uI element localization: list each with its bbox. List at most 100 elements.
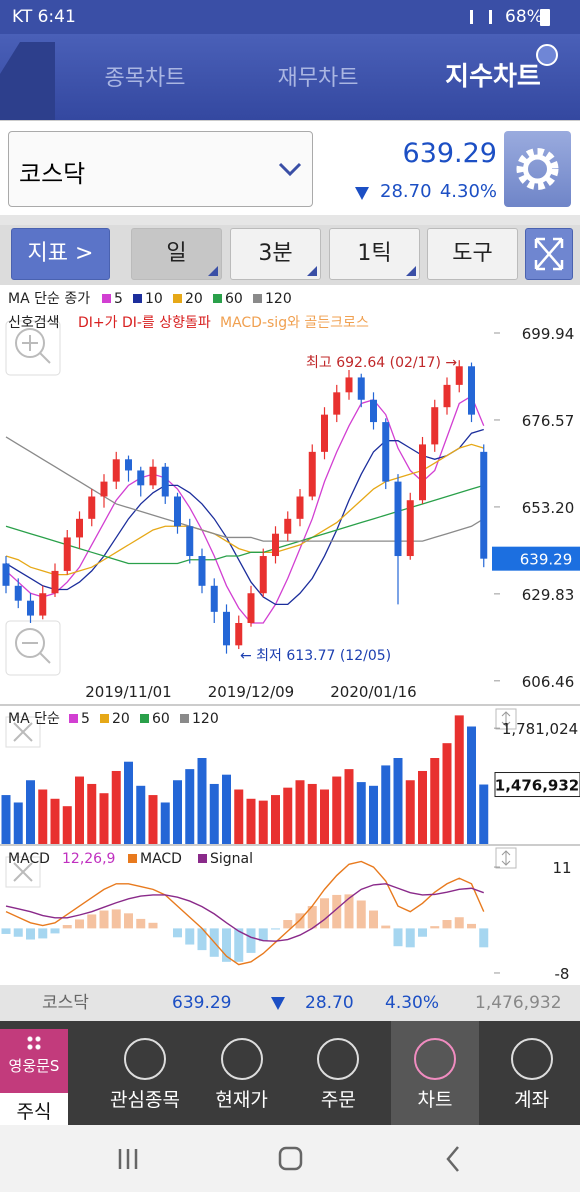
- candle-body: [345, 377, 353, 393]
- nav-icon: [123, 1038, 166, 1080]
- summary-change: 28.70: [305, 993, 354, 1013]
- nav-item[interactable]: 주식: [0, 1093, 68, 1125]
- resize-handle[interactable]: [495, 708, 517, 730]
- volume-bar: [26, 780, 35, 844]
- volume-bar: [148, 795, 158, 844]
- candle-body: [370, 399, 377, 423]
- volume-bar: [442, 743, 452, 844]
- volume-bar: [295, 780, 305, 844]
- candle-body: [51, 570, 59, 594]
- legend-swatch: [213, 294, 222, 303]
- gear-icon: [516, 148, 559, 190]
- back-shape: [0, 42, 55, 120]
- ma-line: [5, 395, 485, 624]
- chart-area: 699.94 676.57 653.20 629.83 606.46 2019/11/01…: [0, 285, 580, 985]
- histogram-bar: [87, 914, 97, 929]
- candle-body: [321, 414, 328, 452]
- candle-body: [455, 366, 463, 385]
- candle-body: [39, 593, 47, 616]
- nav-item[interactable]: 계좌: [487, 1021, 576, 1125]
- nav-item[interactable]: 관심종목: [101, 1021, 190, 1125]
- spacer: [0, 215, 580, 225]
- histogram-bar: [479, 928, 489, 948]
- histogram-bar: [13, 928, 23, 937]
- close-panel[interactable]: [5, 716, 41, 748]
- candle-body: [161, 466, 169, 497]
- ma-line: [5, 443, 484, 576]
- chevron: [278, 162, 302, 177]
- resize-handle[interactable]: [495, 847, 517, 869]
- candle-body: [247, 593, 255, 624]
- nav-label: 주문: [320, 1089, 356, 1111]
- candle-body: [88, 496, 96, 519]
- summary-price: 639.29: [172, 993, 232, 1013]
- volume-bar: [307, 783, 317, 844]
- x-tick-label: 2019/12/09: [208, 683, 294, 701]
- tab[interactable]: 지수차트: [445, 62, 541, 92]
- histogram-bar: [430, 926, 440, 929]
- histogram-bar: [344, 894, 354, 929]
- nav-label: 관심종목: [110, 1089, 180, 1111]
- period-button[interactable]: 1틱: [329, 228, 420, 280]
- histogram-bar: [111, 909, 121, 929]
- volume-bar: [258, 800, 268, 844]
- legend-swatch: [253, 294, 262, 303]
- volume-bar: [393, 758, 403, 844]
- volume-bar: [418, 770, 427, 844]
- bottom-nav: 영웅문S 주식 관심종목 현재가 주문 차트 계좌: [0, 1021, 580, 1125]
- legend-label: MACD: [140, 851, 182, 867]
- summary-volume: 1,476,932: [475, 993, 562, 1013]
- status-bar: KT 6:41 68%: [0, 0, 580, 34]
- legend-label: 20: [112, 711, 130, 727]
- battery-icon: [540, 9, 550, 26]
- system-nav: [0, 1125, 580, 1192]
- histogram-bar: [369, 910, 378, 929]
- logo[interactable]: 영웅문S: [0, 1029, 68, 1093]
- period-button[interactable]: 일: [131, 228, 222, 280]
- volume-bar: [356, 782, 366, 844]
- legend-swatch: [198, 854, 207, 863]
- candle-body: [198, 556, 206, 586]
- zoom-in[interactable]: [5, 320, 61, 376]
- nav-item[interactable]: 주문: [294, 1021, 383, 1125]
- zoom-out[interactable]: [5, 620, 61, 676]
- candle-body: [27, 600, 34, 616]
- legend-label: Signal: [210, 851, 253, 867]
- volume-bar: [136, 785, 146, 844]
- settings-button[interactable]: [504, 131, 571, 207]
- histogram-bar: [185, 928, 195, 945]
- period-button[interactable]: 3분: [230, 228, 321, 280]
- summary-bar: 코스닥 639.29 28.70 4.30% 1,476,932: [0, 985, 580, 1021]
- volume-bar: [320, 789, 329, 844]
- expand-button[interactable]: [525, 228, 573, 280]
- close-panel[interactable]: [5, 856, 41, 888]
- volume-bar: [50, 798, 60, 844]
- legend-params: 12,26,9: [62, 851, 115, 867]
- x-tick-label: 2019/11/01: [85, 683, 171, 701]
- candle-body: [210, 585, 218, 612]
- nav-item[interactable]: 차트: [390, 1021, 480, 1125]
- down-arrow: [355, 187, 369, 200]
- indicator-button[interactable]: 지표 >: [11, 228, 110, 280]
- volume-bar: [111, 770, 121, 844]
- y-tick-label: 653.20: [522, 499, 575, 517]
- volume-bar: [271, 795, 280, 844]
- index-dropdown[interactable]: 코스닥: [8, 131, 313, 207]
- volume-bar: [185, 769, 195, 844]
- histogram-bar: [234, 928, 244, 962]
- nav-item[interactable]: 현재가: [197, 1021, 286, 1125]
- tool-button[interactable]: 도구: [427, 228, 518, 280]
- tab[interactable]: 종목차트: [104, 66, 186, 91]
- candle-body: [284, 518, 292, 534]
- volume-bar: [430, 758, 440, 844]
- battery: 68%: [505, 7, 543, 27]
- legend-title: MA 단순: [8, 711, 60, 727]
- candle-body: [174, 496, 181, 527]
- index-change-pct: 4.30%: [439, 181, 497, 202]
- legend-label: 5: [81, 711, 90, 727]
- index-price: 639.29: [402, 138, 497, 169]
- tab[interactable]: 재무차트: [277, 66, 359, 91]
- candle-body: [308, 451, 316, 497]
- y-tick-label: -8: [555, 965, 570, 983]
- logo-text: 영웅문S: [8, 1057, 60, 1075]
